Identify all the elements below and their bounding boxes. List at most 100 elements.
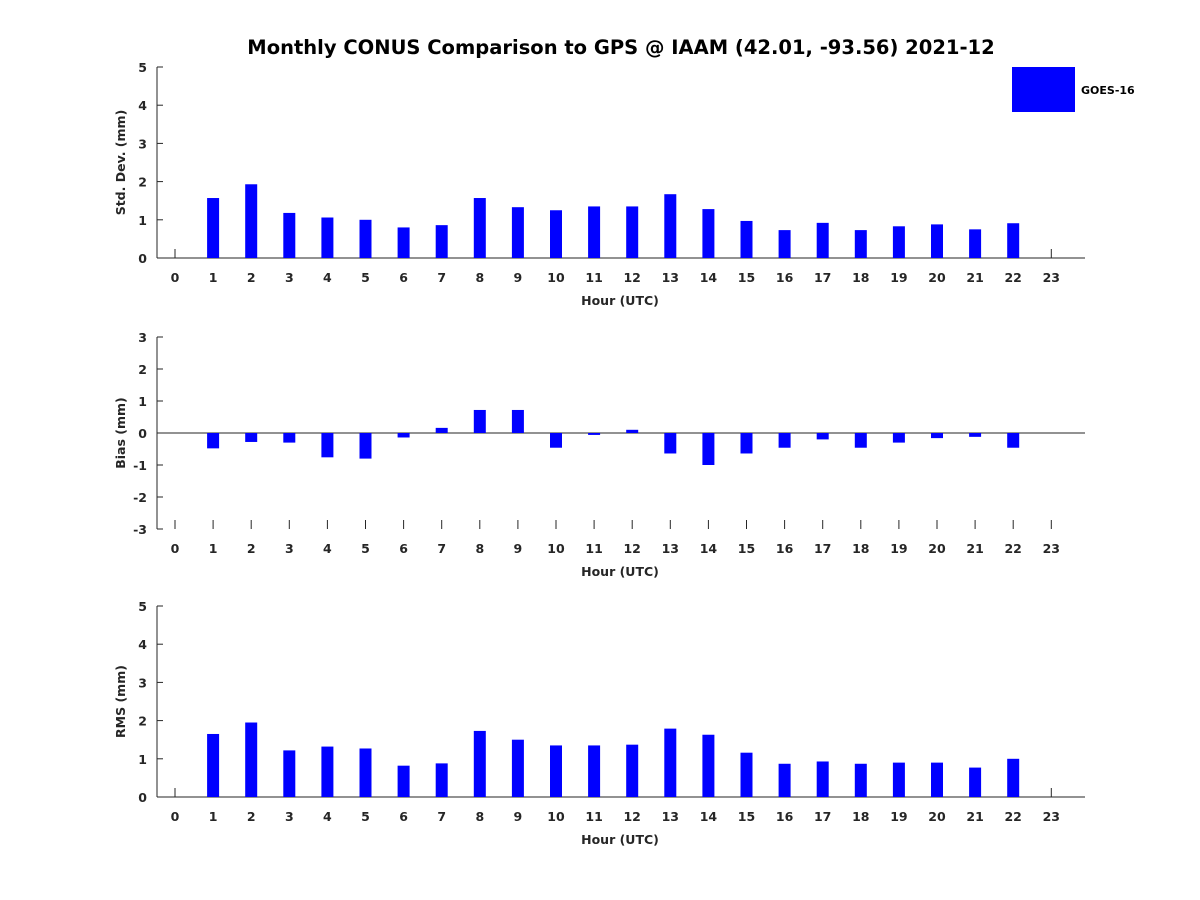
rms-bar-6 bbox=[397, 765, 410, 797]
bias-x-tick-label: 1 bbox=[209, 541, 218, 556]
bias-x-tick-label: 13 bbox=[662, 541, 679, 556]
stddev-y-tick-label: 2 bbox=[138, 175, 147, 190]
stddev-x-tick-label: 14 bbox=[700, 270, 718, 285]
stddev-x-tick-label: 12 bbox=[623, 270, 640, 285]
rms-x-tick-label: 21 bbox=[966, 809, 983, 824]
stddev-bar-16 bbox=[778, 230, 791, 258]
stddev-bar-19 bbox=[892, 226, 905, 258]
bias-x-tick-label: 7 bbox=[437, 541, 446, 556]
bias-bar-10 bbox=[550, 433, 562, 448]
rms-y-label: RMS (mm) bbox=[113, 665, 128, 738]
rms-x-tick-label: 22 bbox=[1004, 809, 1021, 824]
stddev-x-tick-label: 3 bbox=[285, 270, 294, 285]
stddev-x-tick-label: 23 bbox=[1043, 270, 1060, 285]
bias-bar-6 bbox=[397, 433, 410, 438]
rms-x-tick-label: 17 bbox=[814, 809, 831, 824]
bias-bar-15 bbox=[740, 433, 753, 454]
bias-bar-2 bbox=[245, 433, 258, 442]
rms-bar-8 bbox=[473, 730, 486, 797]
bias-bar-8 bbox=[473, 409, 486, 433]
bias-x-tick-label: 4 bbox=[323, 541, 332, 556]
bias-x-tick-label: 21 bbox=[966, 541, 983, 556]
bias-bar-5 bbox=[359, 433, 372, 459]
bias-x-tick-label: 0 bbox=[171, 541, 180, 556]
bias-bar-7 bbox=[435, 427, 448, 433]
stddev-bar-10 bbox=[550, 210, 562, 258]
stddev-x-label: Hour (UTC) bbox=[581, 293, 659, 308]
rms-y-tick-label: 2 bbox=[138, 714, 147, 729]
stddev-bar-9 bbox=[511, 207, 524, 258]
rms-x-tick-label: 6 bbox=[399, 809, 408, 824]
bias-y-label: Bias (mm) bbox=[113, 397, 128, 469]
rms-x-tick-label: 1 bbox=[209, 809, 218, 824]
stddev-x-tick-label: 1 bbox=[209, 270, 218, 285]
rms-bar-14 bbox=[702, 734, 715, 797]
stddev-x-tick-label: 9 bbox=[514, 270, 523, 285]
stddev-x-tick-label: 17 bbox=[814, 270, 831, 285]
bias-bar-12 bbox=[626, 429, 639, 433]
bias-y-tick-label: 1 bbox=[138, 394, 147, 409]
bias-x-tick-label: 2 bbox=[247, 541, 256, 556]
rms-bar-13 bbox=[664, 728, 677, 797]
rms-x-tick-label: 0 bbox=[171, 809, 180, 824]
stddev-y-tick-label: 4 bbox=[138, 98, 147, 113]
rms-bar-22 bbox=[1007, 758, 1020, 797]
bias-y-tick-label: -2 bbox=[133, 490, 147, 505]
bias-bar-13 bbox=[664, 433, 677, 454]
rms-x-label: Hour (UTC) bbox=[581, 832, 659, 847]
bias-x-tick-label: 9 bbox=[514, 541, 523, 556]
stddev-x-tick-label: 2 bbox=[247, 270, 256, 285]
rms-x-tick-label: 14 bbox=[700, 809, 718, 824]
stddev-bar-12 bbox=[626, 206, 639, 258]
stddev-x-tick-label: 22 bbox=[1004, 270, 1021, 285]
bias-x-tick-label: 19 bbox=[890, 541, 907, 556]
stddev-x-tick-label: 13 bbox=[662, 270, 679, 285]
stddev-y-tick-label: 1 bbox=[138, 213, 147, 228]
stddev-bar-3 bbox=[283, 212, 296, 258]
bias-bar-9 bbox=[511, 409, 524, 433]
rms-y-tick-label: 4 bbox=[138, 637, 147, 652]
rms-x-tick-label: 7 bbox=[437, 809, 446, 824]
stddev-x-tick-label: 5 bbox=[361, 270, 370, 285]
bias-x-tick-label: 22 bbox=[1004, 541, 1021, 556]
rms-x-tick-label: 8 bbox=[475, 809, 484, 824]
bias-x-tick-label: 23 bbox=[1043, 541, 1060, 556]
bias-x-label: Hour (UTC) bbox=[581, 564, 659, 579]
rms-bar-19 bbox=[892, 762, 905, 797]
bias-bar-11 bbox=[588, 433, 601, 435]
rms-x-tick-label: 11 bbox=[585, 809, 602, 824]
bias-bar-20 bbox=[931, 433, 943, 439]
rms-x-tick-label: 2 bbox=[247, 809, 256, 824]
stddev-bar-4 bbox=[321, 217, 334, 258]
stddev-bar-8 bbox=[473, 198, 486, 258]
stddev-bar-1 bbox=[207, 198, 220, 258]
rms-y-tick-label: 0 bbox=[138, 790, 147, 805]
rms-x-tick-label: 4 bbox=[323, 809, 332, 824]
rms-bar-3 bbox=[283, 750, 296, 797]
bias-bar-4 bbox=[321, 433, 334, 458]
bias-x-tick-label: 15 bbox=[738, 541, 755, 556]
stddev-bar-15 bbox=[740, 220, 753, 258]
stddev-x-tick-label: 4 bbox=[323, 270, 332, 285]
rms-y-tick-label: 1 bbox=[138, 752, 147, 767]
rms-y-tick-label: 5 bbox=[138, 599, 147, 614]
rms-x-tick-label: 16 bbox=[776, 809, 794, 824]
rms-bar-5 bbox=[359, 748, 372, 797]
rms-bar-20 bbox=[931, 762, 943, 797]
rms-x-tick-label: 9 bbox=[514, 809, 523, 824]
rms-bar-12 bbox=[626, 744, 639, 797]
stddev-bar-17 bbox=[816, 222, 829, 258]
rms-bar-9 bbox=[511, 739, 524, 797]
bias-bar-22 bbox=[1007, 433, 1020, 448]
bias-bar-1 bbox=[207, 433, 220, 449]
bias-bar-18 bbox=[854, 433, 867, 448]
stddev-bar-2 bbox=[245, 184, 258, 258]
stddev-x-tick-label: 18 bbox=[852, 270, 869, 285]
stddev-y-tick-label: 3 bbox=[138, 136, 147, 151]
rms-x-tick-label: 20 bbox=[928, 809, 946, 824]
stddev-bar-7 bbox=[435, 225, 448, 258]
rms-bar-21 bbox=[969, 767, 982, 797]
